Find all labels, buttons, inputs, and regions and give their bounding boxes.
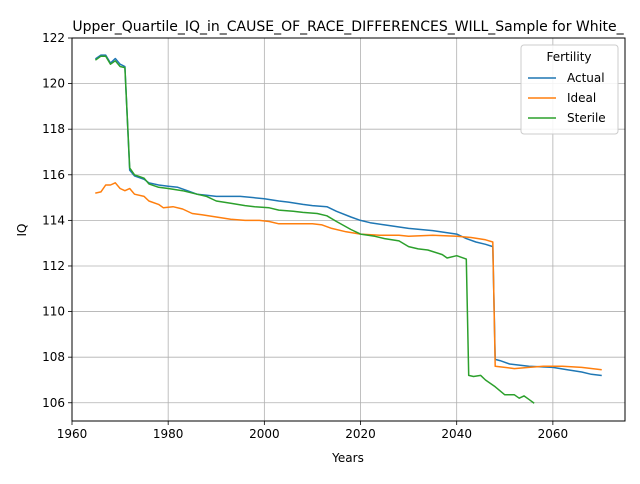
legend-items: Actual Ideal Sterile [528, 71, 606, 125]
x-tick-label: 2000 [249, 427, 280, 441]
legend-label-actual: Actual [567, 71, 605, 85]
x-tick-label: 2040 [441, 427, 472, 441]
series-line-sterile [94, 55, 535, 404]
x-tick-label: 2020 [345, 427, 376, 441]
legend-box [520, 44, 619, 135]
x-tick-label: 1980 [153, 427, 184, 441]
y-tick-label: 110 [42, 305, 65, 319]
legend-title: Fertility [546, 50, 591, 64]
y-tick-label: 118 [42, 122, 65, 136]
chart-title: Upper_Quartile_IQ_in_CAUSE_OF_RACE_DIFFE… [72, 19, 624, 35]
x-axis-label: Years [331, 451, 364, 465]
y-tick-label: 120 [42, 77, 65, 91]
series-line-ideal [95, 182, 602, 371]
y-tick-label: 112 [42, 259, 65, 273]
y-tick-label: 122 [42, 31, 65, 45]
y-tick-label: 108 [42, 350, 65, 364]
legend: Fertility Actual Ideal Sterile [520, 44, 619, 135]
axis-ticks: 1960 1980 2000 2020 2040 2060 106 108 110 112 114 1… [42, 31, 568, 441]
x-tick-label: 1960 [57, 427, 88, 441]
series-lines [94, 54, 602, 404]
y-axis-label: IQ [15, 224, 29, 237]
legend-label-sterile: Sterile [567, 111, 606, 125]
y-tick-label: 106 [42, 396, 65, 410]
series-line-actual [94, 54, 602, 377]
x-tick-label: 2060 [538, 427, 569, 441]
plot-frame [71, 37, 626, 422]
y-tick-label: 116 [42, 168, 65, 182]
legend-label-ideal: Ideal [567, 91, 596, 105]
y-tick-label: 114 [42, 213, 65, 227]
